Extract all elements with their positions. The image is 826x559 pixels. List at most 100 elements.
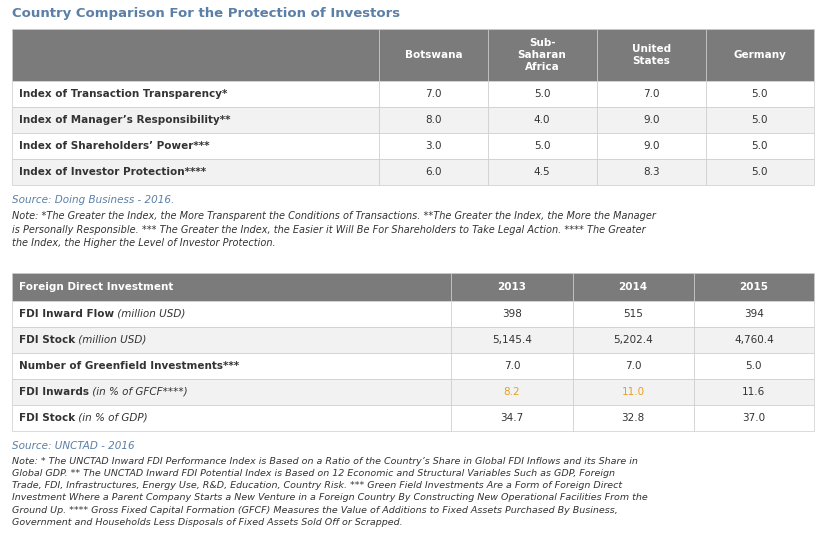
Bar — [379, 133, 487, 159]
Bar — [452, 301, 572, 327]
Bar — [379, 107, 487, 133]
Text: Source: Doing Business - 2016.: Source: Doing Business - 2016. — [12, 195, 174, 205]
Text: 8.3: 8.3 — [643, 167, 659, 177]
Bar — [12, 379, 452, 405]
Bar — [596, 133, 705, 159]
Text: Botswana: Botswana — [405, 50, 463, 60]
Bar — [12, 107, 379, 133]
Bar — [705, 29, 814, 81]
Bar — [596, 29, 705, 81]
Text: 4.5: 4.5 — [534, 167, 550, 177]
Bar — [705, 133, 814, 159]
Text: 2015: 2015 — [739, 282, 768, 292]
Bar — [487, 107, 596, 133]
Bar — [572, 353, 694, 379]
Text: Source: UNCTAD - 2016: Source: UNCTAD - 2016 — [12, 441, 135, 451]
Text: Foreign Direct Investment: Foreign Direct Investment — [19, 282, 173, 292]
Bar — [596, 107, 705, 133]
Text: FDI Stock: FDI Stock — [19, 335, 75, 345]
Text: 2014: 2014 — [619, 282, 648, 292]
Text: 8.2: 8.2 — [504, 387, 520, 397]
Bar — [694, 327, 814, 353]
Text: 394: 394 — [744, 309, 764, 319]
Text: Note: * The UNCTAD Inward FDI Performance Index is Based on a Ratio of the Count: Note: * The UNCTAD Inward FDI Performanc… — [12, 457, 648, 527]
Bar — [12, 273, 452, 301]
Text: FDI Inward Flow: FDI Inward Flow — [19, 309, 114, 319]
Bar — [12, 81, 379, 107]
Text: (in % of GDP): (in % of GDP) — [75, 413, 148, 423]
Text: 6.0: 6.0 — [425, 167, 442, 177]
Bar — [572, 405, 694, 431]
Text: 9.0: 9.0 — [643, 141, 659, 151]
Bar — [487, 81, 596, 107]
Text: 5.0: 5.0 — [534, 89, 550, 99]
Bar — [379, 29, 487, 81]
Bar — [452, 327, 572, 353]
Bar — [12, 353, 452, 379]
Text: 34.7: 34.7 — [501, 413, 524, 423]
Text: Note: *The Greater the Index, the More Transparent the Conditions of Transaction: Note: *The Greater the Index, the More T… — [12, 211, 656, 248]
Bar — [572, 273, 694, 301]
Text: 5.0: 5.0 — [752, 141, 768, 151]
Bar — [694, 405, 814, 431]
Bar — [487, 29, 596, 81]
Text: FDI Stock: FDI Stock — [19, 413, 75, 423]
Text: Index of Transaction Transparency*: Index of Transaction Transparency* — [19, 89, 227, 99]
Bar — [12, 159, 379, 185]
Text: 5.0: 5.0 — [752, 89, 768, 99]
Text: 398: 398 — [502, 309, 522, 319]
Text: (in % of GFCF****): (in % of GFCF****) — [89, 387, 188, 397]
Bar — [12, 327, 452, 353]
Bar — [596, 81, 705, 107]
Bar — [572, 379, 694, 405]
Text: 5,145.4: 5,145.4 — [492, 335, 532, 345]
Bar — [379, 81, 487, 107]
Text: (million USD): (million USD) — [114, 309, 186, 319]
Text: 4.0: 4.0 — [534, 115, 550, 125]
Bar — [452, 405, 572, 431]
Text: 4,760.4: 4,760.4 — [734, 335, 774, 345]
Bar — [12, 29, 379, 81]
Bar — [452, 273, 572, 301]
Text: 7.0: 7.0 — [504, 361, 520, 371]
Text: 7.0: 7.0 — [425, 89, 442, 99]
Text: 11.6: 11.6 — [743, 387, 766, 397]
Bar — [694, 273, 814, 301]
Text: 32.8: 32.8 — [621, 413, 645, 423]
Text: 8.0: 8.0 — [425, 115, 442, 125]
Text: 5.0: 5.0 — [534, 141, 550, 151]
Text: 5.0: 5.0 — [752, 115, 768, 125]
Text: 7.0: 7.0 — [625, 361, 642, 371]
Bar — [694, 379, 814, 405]
Text: Number of Greenfield Investments***: Number of Greenfield Investments*** — [19, 361, 239, 371]
Text: 5.0: 5.0 — [746, 361, 762, 371]
Text: 2013: 2013 — [497, 282, 526, 292]
Bar — [572, 327, 694, 353]
Text: 37.0: 37.0 — [743, 413, 766, 423]
Text: 3.0: 3.0 — [425, 141, 442, 151]
Text: Index of Shareholders’ Power***: Index of Shareholders’ Power*** — [19, 141, 210, 151]
Text: 5,202.4: 5,202.4 — [613, 335, 653, 345]
Bar — [12, 133, 379, 159]
Text: 11.0: 11.0 — [622, 387, 645, 397]
Text: 5.0: 5.0 — [752, 167, 768, 177]
Bar — [694, 301, 814, 327]
Text: Country Comparison For the Protection of Investors: Country Comparison For the Protection of… — [12, 7, 400, 20]
Bar — [12, 301, 452, 327]
Bar — [487, 133, 596, 159]
Bar — [452, 379, 572, 405]
Bar — [487, 159, 596, 185]
Text: Germany: Germany — [733, 50, 786, 60]
Text: 9.0: 9.0 — [643, 115, 659, 125]
Bar — [572, 301, 694, 327]
Text: Index of Investor Protection****: Index of Investor Protection**** — [19, 167, 206, 177]
Bar — [379, 159, 487, 185]
Text: (million USD): (million USD) — [75, 335, 147, 345]
Bar — [452, 353, 572, 379]
Text: FDI Inwards: FDI Inwards — [19, 387, 89, 397]
Bar — [12, 405, 452, 431]
Text: Sub-
Saharan
Africa: Sub- Saharan Africa — [518, 37, 567, 73]
Text: 7.0: 7.0 — [643, 89, 659, 99]
Text: Index of Manager’s Responsibility**: Index of Manager’s Responsibility** — [19, 115, 230, 125]
Text: United
States: United States — [632, 44, 671, 66]
